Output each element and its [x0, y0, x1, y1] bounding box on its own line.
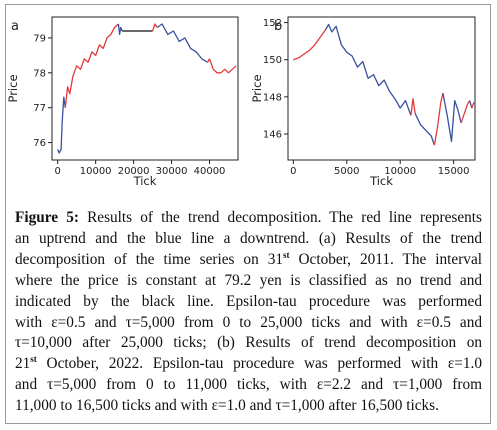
series-line-2: [324, 23, 412, 116]
series-line-6: [442, 92, 462, 143]
caption-line-7: τ=10,000 after 25,000 ticks; (b) Results…: [15, 334, 482, 352]
plot-frame: [51, 16, 239, 161]
x-tick-label: 20000: [118, 166, 150, 177]
figure-caption: Figure 5: Results of the trend decomposi…: [15, 208, 482, 417]
panel-label-a: a: [11, 19, 19, 34]
x-tick-label: 10000: [384, 166, 416, 177]
y-axis-label: Price: [250, 74, 264, 102]
series-line-3: [410, 98, 416, 116]
series-line-4: [414, 113, 436, 146]
y-tick-label: 150: [263, 55, 282, 66]
y-axis-label: Price: [6, 74, 20, 102]
series-line-2: [64, 23, 119, 108]
caption-line-10: 11,000 to 16,500 ticks and with ε=1.0 an…: [15, 397, 439, 415]
caption-line-3: decomposition of the time series on 31st…: [15, 250, 482, 271]
plot-frame: [287, 16, 476, 161]
caption-line-1: Figure 5: Results of the trend decomposi…: [15, 208, 482, 229]
caption-line-6: with ε=0.5 and τ=5,000 from 0 to 25,000 …: [15, 313, 482, 331]
y-tick-label: 79: [33, 33, 46, 44]
caption-superscript-1: st: [283, 249, 290, 260]
caption-superscript-2: st: [30, 354, 37, 365]
series-line-5: [151, 23, 158, 32]
caption-text-8b: October, 2022. Epsilon-tau procedure was…: [36, 355, 482, 373]
x-axis-label: Tick: [133, 174, 157, 188]
series-line-5: [433, 92, 444, 146]
panel-label-b: b: [274, 19, 282, 34]
x-tick-label: 0: [290, 166, 296, 177]
caption-text-1: Results of the trend decomposition. The …: [78, 209, 482, 226]
series-line-6: [156, 23, 208, 63]
series-line-3: [117, 23, 123, 36]
caption-text-3b: October, 2011. The interval: [289, 250, 482, 268]
x-axis-label: Tick: [369, 174, 393, 188]
caption-text-3a: decomposition of the time series on 31: [15, 250, 284, 268]
series-line-8: [469, 100, 473, 109]
series-line-7: [207, 58, 237, 74]
panel-b: b 146 148 150 152 0 5000 10000 15000 Tick Price: [250, 16, 476, 188]
x-tick-label: 10000: [80, 166, 112, 177]
caption-line-4: where the price is constant at 79.2 yen …: [15, 271, 482, 289]
figure-frame: [5, 4, 491, 424]
y-tick-label: 76: [33, 138, 46, 149]
y-tick-label: 146: [263, 130, 282, 141]
x-tick-label: 30000: [156, 166, 188, 177]
caption-line-2: an uptrend and the blue line a downtrend…: [15, 229, 482, 247]
y-tick-label: 148: [263, 92, 282, 103]
series-line-7: [460, 100, 471, 124]
series-line-1: [57, 96, 66, 154]
x-tick-label: 5000: [334, 166, 359, 177]
x-tick-label: 15000: [438, 166, 470, 177]
caption-text-8a: 21: [15, 355, 31, 373]
series-line-1: [293, 29, 326, 61]
series-line-9: [471, 102, 475, 109]
x-tick-label: 40000: [194, 166, 226, 177]
caption-label: Figure 5:: [15, 209, 79, 226]
y-tick-label: 77: [33, 103, 46, 114]
caption-line-9: and τ=5,000 from 0 to 11,000 ticks, with…: [15, 376, 482, 394]
caption-line-8: 21st October, 2022. Epsilon-tau procedur…: [15, 354, 482, 375]
caption-line-5: indicated by the black line. Epsilon-tau…: [15, 292, 482, 310]
y-tick-label: 152: [263, 18, 282, 29]
y-tick-label: 78: [33, 68, 46, 79]
panel-a: a 76 77 78 79 0 10000 20000 30000 40000 Tick Price: [6, 16, 239, 188]
x-tick-label: 0: [55, 166, 61, 177]
